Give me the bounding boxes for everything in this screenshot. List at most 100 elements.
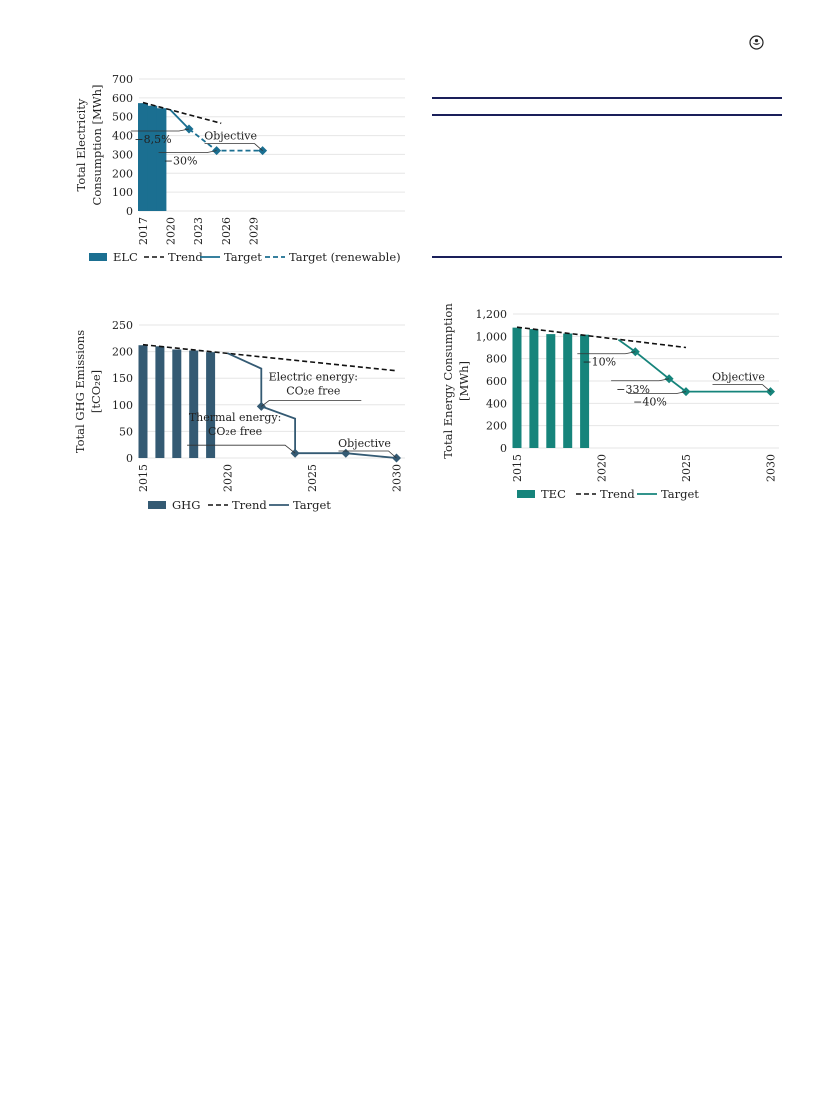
x-tick-label: 2030 bbox=[391, 464, 404, 492]
annotation-objective: Objective bbox=[204, 130, 257, 143]
bar bbox=[155, 346, 165, 458]
legend-label: Trend bbox=[600, 487, 635, 501]
legend-label: Target bbox=[293, 498, 331, 512]
y-axis-label: Total Electricity bbox=[74, 98, 88, 191]
legend-label: Trend bbox=[168, 250, 203, 264]
y-tick-label: 300 bbox=[112, 148, 133, 161]
y-tick-label: 200 bbox=[112, 167, 133, 180]
annotation-pct: −40% bbox=[633, 396, 667, 409]
annotation: −33% bbox=[611, 378, 670, 396]
legend-item: Trend bbox=[144, 250, 203, 264]
legend-swatch-bar bbox=[148, 501, 166, 509]
y-tick-label: 50 bbox=[119, 425, 133, 438]
legend-item: Target bbox=[637, 487, 699, 501]
leader-line bbox=[712, 384, 771, 392]
annotation-line: CO₂e free bbox=[208, 425, 262, 438]
legend-label: TEC bbox=[541, 487, 566, 501]
annotation: Objective bbox=[712, 371, 771, 392]
emblem-icon bbox=[749, 35, 764, 50]
y-tick-label: 200 bbox=[112, 346, 133, 359]
x-tick-label: 2015 bbox=[137, 464, 150, 492]
legend-item: Target (renewable) bbox=[265, 250, 401, 264]
y-tick-label: 400 bbox=[112, 130, 133, 143]
y-tick-label: 200 bbox=[486, 420, 507, 433]
x-tick-label: 2017 bbox=[137, 217, 150, 245]
annotation: Thermal energy:CO₂e free bbox=[187, 411, 296, 454]
leader-line bbox=[131, 128, 190, 132]
x-tick-label: 2030 bbox=[765, 454, 778, 482]
y-axis-label: [MWh] bbox=[457, 361, 471, 401]
legend-item: Trend bbox=[576, 487, 635, 501]
x-tick-label: 2026 bbox=[220, 217, 233, 245]
annotation-line: Electric energy: bbox=[269, 370, 358, 383]
legend: GHG Trend Target bbox=[148, 498, 331, 512]
bar bbox=[563, 333, 573, 448]
annotation-pct: −8,5% bbox=[134, 133, 171, 146]
bar bbox=[138, 103, 148, 211]
bar bbox=[147, 105, 158, 211]
leader-line bbox=[628, 391, 687, 395]
y-tick-label: 1,000 bbox=[476, 330, 508, 343]
annotation-pct: −10% bbox=[582, 356, 616, 369]
annotation-objective: Objective bbox=[712, 371, 765, 384]
y-tick-label: 600 bbox=[112, 92, 133, 105]
y-tick-label: 100 bbox=[112, 186, 133, 199]
legend-item: ELC bbox=[89, 250, 138, 264]
y-tick-label: 100 bbox=[112, 399, 133, 412]
bar bbox=[156, 108, 167, 211]
y-axis-label: Total GHG Emissions bbox=[73, 330, 87, 453]
annotation-line: CO₂e free bbox=[286, 384, 340, 397]
bar bbox=[512, 327, 522, 448]
legend: ELC Trend Target Target (renewable) bbox=[89, 250, 401, 264]
table-bottom-rule bbox=[432, 256, 782, 258]
annotation: Objective bbox=[204, 130, 263, 151]
table-top-rule bbox=[432, 97, 782, 99]
leader-line bbox=[187, 444, 296, 454]
x-tick-label: 2020 bbox=[222, 464, 235, 492]
y-tick-label: 150 bbox=[112, 372, 133, 385]
x-tick-label: 2029 bbox=[247, 217, 260, 245]
y-tick-label: 400 bbox=[486, 397, 507, 410]
bar bbox=[546, 334, 556, 448]
legend: TEC Trend Target bbox=[517, 487, 699, 501]
y-axis-label: Total Energy Consumption bbox=[441, 303, 455, 459]
x-tick-label: 2020 bbox=[165, 217, 178, 245]
x-tick-label: 2020 bbox=[596, 454, 609, 482]
y-axis-label: Consumption [MWh] bbox=[90, 85, 104, 206]
bar bbox=[138, 345, 148, 458]
y-tick-label: 1,200 bbox=[476, 308, 508, 321]
x-tick-label: 2015 bbox=[511, 454, 524, 482]
x-tick-label: 2025 bbox=[306, 464, 319, 492]
legend-label: ELC bbox=[113, 250, 138, 264]
annotation: −40% bbox=[628, 391, 687, 409]
annotation-pct: −30% bbox=[164, 155, 198, 168]
y-tick-label: 250 bbox=[112, 319, 133, 332]
y-tick-label: 0 bbox=[126, 205, 133, 218]
table-header-rule bbox=[432, 114, 782, 116]
trend-line bbox=[142, 101, 222, 125]
annotation: Electric energy:CO₂e free bbox=[261, 370, 362, 407]
y-tick-label: 600 bbox=[486, 375, 507, 388]
x-tick-label: 2023 bbox=[192, 217, 205, 245]
y-tick-label: 800 bbox=[486, 353, 507, 366]
annotation: −8,5% bbox=[131, 128, 190, 146]
legend-item: Target bbox=[269, 498, 331, 512]
bar bbox=[172, 349, 182, 458]
y-axis-label: [tCO₂e] bbox=[89, 370, 103, 413]
annotation: −30% bbox=[158, 150, 217, 168]
legend-swatch-bar bbox=[517, 490, 535, 498]
leader-line bbox=[611, 378, 670, 382]
leader-line bbox=[158, 150, 217, 154]
y-tick-label: 0 bbox=[126, 452, 133, 465]
leader-line bbox=[338, 450, 397, 459]
x-tick-label: 2025 bbox=[680, 454, 693, 482]
annotation: −10% bbox=[577, 351, 636, 369]
annotation: Objective bbox=[338, 437, 397, 459]
bar bbox=[580, 334, 590, 448]
bar bbox=[206, 352, 216, 458]
legend-item: Target bbox=[200, 250, 262, 264]
trend-line bbox=[142, 343, 397, 372]
